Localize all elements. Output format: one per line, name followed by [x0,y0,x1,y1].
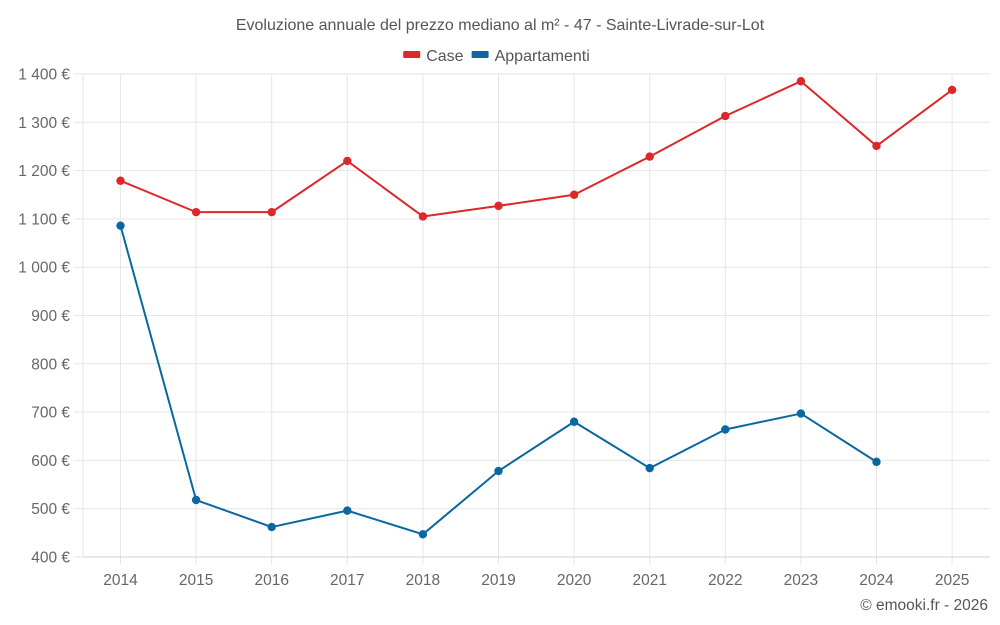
credit-text: © emooki.fr - 2026 [860,597,988,614]
series-case [116,77,957,221]
data-point[interactable] [721,425,730,434]
x-tick-label: 2018 [406,572,440,589]
axes: 400 € 500 € 600 € 700 € 800 € 900 € 1 000 € 1 1… [18,67,990,589]
legend-swatch [403,51,421,58]
series-appartamenti [116,221,881,539]
legend-item-appartamenti[interactable]: Appartamenti [471,48,590,65]
data-point[interactable] [796,77,806,86]
x-tick-label: 2016 [254,572,288,589]
data-point[interactable] [116,221,125,230]
data-point[interactable] [796,409,806,418]
y-tick-label: 1 000 € [18,260,70,277]
data-point[interactable] [645,463,654,473]
legend: Case Appartamenti [403,48,590,65]
data-point[interactable] [191,495,201,505]
x-tick-label: 2022 [708,572,742,589]
gridlines [82,73,990,565]
x-tick-label: 2015 [179,572,213,589]
data-point[interactable] [645,152,654,161]
x-tick-label: 2023 [784,572,818,589]
x-tick-label: 2024 [859,572,894,589]
y-tick-label: 400 € [31,550,70,567]
data-point[interactable] [267,522,276,532]
data-point[interactable] [343,156,352,166]
x-tick-label: 2020 [557,572,592,589]
legend-label: Case [426,48,463,65]
x-tick-label: 2021 [632,572,666,589]
data-point[interactable] [569,190,579,199]
data-point[interactable] [721,111,730,121]
y-tick-label: 1 200 € [18,163,70,180]
y-tick-label: 800 € [31,356,70,373]
legend-item-case[interactable]: Case [403,48,464,65]
x-tick-label: 2019 [481,572,515,589]
y-tick-label: 700 € [31,405,70,422]
data-point[interactable] [872,141,881,151]
series-line [120,80,953,218]
data-point[interactable] [191,207,201,217]
y-tick-label: 900 € [31,308,70,325]
y-tick-label: 600 € [31,453,70,470]
x-tick-label: 2017 [330,572,364,589]
x-tick-label: 2014 [103,572,138,589]
data-point[interactable] [569,417,579,426]
data-point[interactable] [267,207,276,217]
y-tick-label: 500 € [31,501,70,518]
y-tick-label: 1 100 € [18,211,70,228]
data-point[interactable] [418,212,428,221]
series-layer [116,77,957,539]
data-point[interactable] [418,530,428,539]
data-point[interactable] [116,176,125,185]
y-tick-label: 1 400 € [18,67,70,84]
data-point[interactable] [494,201,503,211]
y-tick-label: 1 300 € [18,115,70,132]
legend-label: Appartamenti [495,48,590,65]
data-point[interactable] [343,506,352,515]
data-point[interactable] [947,85,957,95]
data-point[interactable] [494,466,503,476]
chart-title: Evoluzione annuale del prezzo mediano al… [236,17,765,34]
legend-swatch [471,51,489,58]
x-tick-label: 2025 [935,572,969,589]
data-point[interactable] [872,457,881,467]
